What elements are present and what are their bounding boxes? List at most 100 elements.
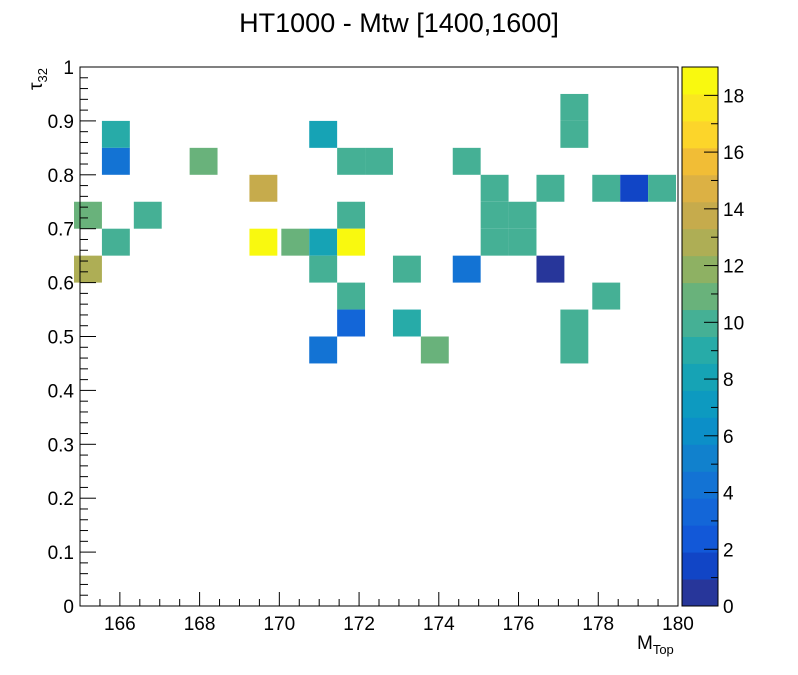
y-tick-label: 0.5 xyxy=(48,328,74,349)
colorbar-band xyxy=(682,282,718,311)
colorbar-tick-label: 8 xyxy=(723,370,734,391)
colorbar-tick-label: 6 xyxy=(723,427,734,448)
heatmap-cell xyxy=(309,255,338,283)
colorbar-frame xyxy=(681,66,719,607)
heatmap-cell xyxy=(309,228,338,256)
heatmap-cell xyxy=(101,120,130,148)
heatmap-cell xyxy=(74,201,102,229)
x-tick-label: 180 xyxy=(662,614,694,635)
colorbar-band xyxy=(682,228,718,257)
colorbar-tick-label: 10 xyxy=(723,313,744,334)
x-tick-label: 176 xyxy=(503,614,535,635)
color-scale: 0 2 4 6 8 10 12 14 16 18 xyxy=(681,66,745,618)
heatmap-cell xyxy=(452,255,481,283)
colorbar-band xyxy=(682,444,718,472)
x-tick-label: 174 xyxy=(423,614,455,635)
y-tick-label: 0.4 xyxy=(48,381,75,402)
colorbar-band xyxy=(682,120,718,149)
heatmap-cell xyxy=(592,282,621,310)
heatmap-cell xyxy=(560,93,589,121)
heatmap-cell xyxy=(337,309,366,337)
heatmap-cell xyxy=(101,228,130,256)
colorbar-band xyxy=(682,417,718,445)
heatmap-cell xyxy=(508,228,537,256)
colorbar-tick-label: 0 xyxy=(723,597,734,618)
y-axis: 0 0.1 0.2 0.3 0.4 0.5 0.6 0.7 0.8 0.9 1 xyxy=(48,58,96,618)
y-tick-label: 1 xyxy=(63,58,74,79)
x-tick-label: 166 xyxy=(104,614,136,635)
heatmap-cell xyxy=(74,255,102,283)
colorbar-band xyxy=(682,255,718,284)
heatmap-cell xyxy=(249,228,278,256)
plot-area xyxy=(74,66,679,607)
colorbar-band xyxy=(682,174,718,203)
colorbar-tick-label: 16 xyxy=(723,143,744,164)
colorbar-tick-label: 18 xyxy=(723,86,744,107)
heatmap-cell xyxy=(480,174,509,202)
y-tick-label: 0.7 xyxy=(48,220,74,241)
heatmap-cell xyxy=(365,147,393,175)
y-tick-label: 0.8 xyxy=(48,166,74,187)
x-axis-label: MTop xyxy=(637,633,674,657)
colorbar-band xyxy=(682,93,718,122)
heatmap-cell xyxy=(560,336,589,364)
x-axis: 166 168 170 172 174 176 178 180 xyxy=(79,592,694,635)
heatmap-cell xyxy=(337,282,366,310)
colorbar-tick-label: 4 xyxy=(723,484,734,505)
y-tick-label: 0.6 xyxy=(48,274,74,295)
colorbar-band xyxy=(682,201,718,230)
heatmap-cell xyxy=(480,201,509,229)
heatmap-cell xyxy=(133,201,162,229)
colorbar-tick-label: 2 xyxy=(723,540,734,561)
x-tick-label: 178 xyxy=(582,614,614,635)
heatmap-cell xyxy=(189,147,218,175)
heatmap-cell xyxy=(392,309,421,337)
colorbar-band xyxy=(682,363,718,391)
y-axis-label-main: τ xyxy=(26,82,47,90)
heatmap-cell xyxy=(309,120,338,148)
colorbar-band xyxy=(682,552,718,580)
y-axis-label: τ32 xyxy=(26,68,50,90)
colorbar-band xyxy=(682,498,718,526)
colorbar-band xyxy=(682,309,718,337)
heatmap-cell xyxy=(392,255,421,283)
x-tick-label: 168 xyxy=(184,614,216,635)
heatmap-cell xyxy=(508,201,537,229)
heatmap-cell xyxy=(620,174,649,202)
y-tick-label: 0.1 xyxy=(48,543,74,564)
heatmap-cell xyxy=(309,336,338,364)
heatmap-cell xyxy=(420,336,449,364)
y-tick-label: 0.2 xyxy=(48,489,74,510)
heatmap-cell xyxy=(560,120,589,148)
heatmap-cell xyxy=(648,174,677,202)
heatmap-cell xyxy=(101,147,130,175)
heatmap-cell xyxy=(249,174,278,202)
heatmap-cell xyxy=(536,255,565,283)
x-tick-label: 170 xyxy=(263,614,295,635)
x-tick-label: 172 xyxy=(343,614,375,635)
colorbar-tick-label: 12 xyxy=(723,257,744,278)
colorbar-band xyxy=(682,471,718,499)
heatmap-cell xyxy=(452,147,481,175)
colorbar-tick-label: 14 xyxy=(723,200,745,221)
heatmap-cell xyxy=(560,309,589,337)
heatmap-cell xyxy=(337,228,366,256)
y-axis-label-sub: 32 xyxy=(35,68,50,82)
heatmap-cell xyxy=(281,228,310,256)
colorbar-band xyxy=(682,579,718,607)
y-tick-label: 0.9 xyxy=(48,112,74,133)
colorbar-band xyxy=(682,67,718,95)
x-axis-label-main: M xyxy=(637,633,653,654)
y-tick-label: 0 xyxy=(63,597,74,618)
chart-title: HT1000 - Mtw [1400,1600] xyxy=(239,8,559,38)
colorbar-band xyxy=(682,525,718,553)
heatmap-cell xyxy=(337,147,366,175)
heatmap-cells xyxy=(74,93,677,364)
heatmap-cell xyxy=(592,174,621,202)
heatmap-cell xyxy=(480,228,509,256)
y-tick-label: 0.3 xyxy=(48,435,74,456)
x-axis-label-sub: Top xyxy=(653,642,674,657)
heatmap-cell xyxy=(536,174,565,202)
colorbar-band xyxy=(682,390,718,418)
